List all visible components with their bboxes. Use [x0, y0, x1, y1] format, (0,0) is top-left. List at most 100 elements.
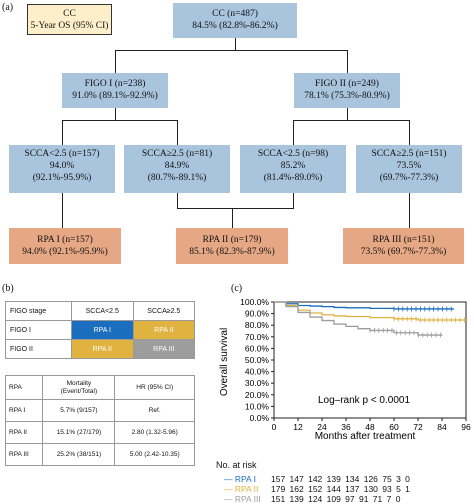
risk-row-name: RPA II	[234, 484, 259, 494]
connector-rpa2-bar	[177, 208, 294, 209]
connector-to-leaf2	[177, 120, 178, 145]
leaf-title: SCCA<2.5 (n=157)	[24, 149, 100, 159]
y-tick-label: 50.0%	[245, 355, 270, 365]
leaf-ci: (81.4%-89.0%)	[263, 173, 323, 183]
table-row: RPA I 5.7% (9/157) Ref.	[4, 399, 195, 422]
km-line-rpa-i	[274, 301, 454, 310]
risk-counts-rpa1: 157 147 142 139 134 126 75 3 0	[271, 474, 410, 484]
leaf-rate: 85.2%	[280, 161, 306, 171]
rpa2-node-rate: 85.1% (82.3%-87.9%)	[189, 247, 275, 257]
leaf-figo2-scca-high: SCCA≥2.5 (n=151) 73.5% (69.7%-77.3%)	[356, 145, 462, 193]
connector-figo1-down	[115, 108, 116, 120]
connector-leaf4-rpa3	[409, 193, 410, 228]
hr-value: Ref.	[114, 399, 195, 422]
legend-line2: 5-Year OS (95% CI)	[30, 21, 109, 31]
rpa1-node: RPA I (n=157) 94.0% (92.1%-95.9%)	[9, 228, 121, 264]
leaf-rate: 73.5%	[396, 161, 422, 171]
leaf-title: SCCA≥2.5 (n=151)	[371, 149, 447, 159]
connector-to-figo1	[115, 50, 116, 73]
risk-row-rpa2: — RPA II	[224, 484, 258, 494]
table-row: FIGO stage SCCA<2.5 SCCA≥2.5	[5, 301, 196, 321]
leaf-ci: (92.1%-95.9%)	[32, 173, 92, 183]
y-tick-label: 60.0%	[245, 343, 270, 353]
mortality-value: 15.1% (27/179)	[42, 421, 116, 444]
y-tick-label: 10.0%	[245, 401, 270, 411]
figo2-node: FIGO II (n=249) 78.1% (75.3%-80.9%)	[294, 73, 400, 108]
panel-b-label: (b)	[2, 283, 14, 294]
y-tick-label: 0.0%	[250, 413, 270, 423]
header-mortality: Mortality (Event/Total)	[42, 375, 116, 400]
mortality-value: 25.2% (38/151)	[42, 443, 116, 466]
rpa1-node-rate: 94.0% (92.1%-95.9%)	[22, 247, 108, 257]
connector-figo2-down	[347, 108, 348, 120]
panel-a-label: (a)	[2, 2, 14, 13]
risk-dash: —	[224, 484, 235, 494]
km-line-rpa-iii	[274, 301, 443, 336]
header-scca-low: SCCA<2.5	[70, 301, 134, 321]
leaf-figo1-scca-low: SCCA<2.5 (n=157) 94.0% (92.1%-95.9%)	[9, 145, 115, 193]
logrank-annotation: Log–rank p < 0.0001	[318, 395, 410, 406]
connector-to-rpa2	[232, 208, 233, 228]
x-axis-label: Months after treatment	[315, 431, 416, 442]
survival-chart: 0.0% 10.0%20.0% 30.0%40.0% 50.0% 60.0%70.0% 8…	[219, 297, 471, 442]
risk-row-rpa3: — RPA III	[224, 494, 261, 504]
y-tick-label: 30.0%	[245, 378, 270, 388]
risk-dash: —	[224, 474, 235, 484]
y-tick-label: 90.0%	[245, 309, 270, 319]
connector-root-bar	[115, 50, 348, 51]
leaf-title: SCCA<2.5 (n=98)	[257, 149, 329, 159]
risk-table-title: No. at risk	[216, 460, 257, 470]
connector-root-down	[235, 38, 236, 50]
rpa3-node-title: RPA III (n=151)	[372, 235, 435, 245]
header-rpa: RPA	[4, 375, 44, 400]
chart-axes: 0.0% 10.0%20.0% 30.0%40.0% 50.0% 60.0%70.0% 8…	[240, 297, 471, 432]
cell-rpa3: RPA III	[132, 339, 196, 359]
root-node: CC (n=487) 84.5% (82.8%-86.2%)	[173, 3, 297, 38]
table-row: FIGO II RPA II RPA III	[5, 339, 196, 359]
row-label: RPA I	[4, 399, 44, 422]
y-tick-label: 80.0%	[245, 320, 270, 330]
row-label: FIGO I	[5, 320, 72, 340]
y-tick-label: 40.0%	[245, 367, 270, 377]
x-tick-label: 48	[365, 422, 375, 432]
table-row: RPA II 15.1% (27/179) 2.80 (1.32-5.96)	[4, 421, 195, 444]
row-label: RPA II	[4, 421, 44, 444]
legend-box: CC 5-Year OS (95% CI)	[27, 4, 112, 35]
rpa3-node-rate: 73.5% (69.7%-77.3%)	[360, 247, 447, 257]
figo2-node-rate: 78.1% (75.3%-80.9%)	[304, 91, 390, 101]
x-tick-label: 36	[341, 422, 351, 432]
y-tick-label: 70.0%	[245, 332, 270, 342]
rpa-grouping-table: FIGO stage SCCA<2.5 SCCA≥2.5 FIGO I RPA …	[5, 301, 196, 359]
figo1-node-title: FIGO I (n=238)	[84, 79, 146, 89]
y-tick-label: 100.0%	[240, 297, 269, 307]
cell-rpa2: RPA II	[70, 339, 134, 359]
x-tick-label: 96	[461, 422, 471, 432]
risk-counts-rpa2: 179 162 152 144 137 130 93 5 1	[271, 484, 410, 494]
header-scca-high: SCCA≥2.5	[132, 301, 196, 321]
rpa1-node-title: RPA I (n=157)	[37, 235, 93, 245]
risk-row-name: RPA I	[234, 474, 256, 484]
legend-line1: CC	[63, 9, 76, 19]
row-label: RPA III	[4, 443, 44, 466]
x-tick-label: 0	[272, 422, 277, 432]
x-tick-label: 84	[437, 422, 447, 432]
x-tick-label: 24	[317, 422, 327, 432]
mortality-table: RPA Mortality (Event/Total) HR (95% CI) …	[4, 375, 195, 466]
panel-c-label: (c)	[231, 283, 243, 294]
leaf-ci: (69.7%-77.3%)	[379, 173, 439, 183]
rpa2-node: RPA II (n=179) 85.1% (82.3%-87.9%)	[176, 228, 288, 264]
mortality-value: 5.7% (9/157)	[42, 399, 116, 422]
table-row: RPA III 25.2% (38/151) 5.00 (2.42-10.35)	[4, 443, 195, 466]
connector-to-figo2	[347, 50, 348, 73]
connector-figo2-bar	[293, 120, 410, 121]
risk-counts-rpa3: 151 139 124 109 97 91 71 7 0	[271, 494, 401, 504]
figo1-node-rate: 91.0% (89.1%-92.9%)	[72, 91, 158, 101]
figo2-node-title: FIGO II (n=249)	[315, 79, 379, 89]
km-line-rpa-ii	[274, 301, 466, 321]
x-tick-label: 72	[413, 422, 423, 432]
connector-to-leaf3	[293, 120, 294, 145]
connector-leaf1-rpa1	[62, 193, 63, 228]
table-row: FIGO I RPA I RPA II	[5, 320, 196, 340]
x-tick-label: 12	[293, 422, 303, 432]
chart-series	[274, 301, 466, 338]
